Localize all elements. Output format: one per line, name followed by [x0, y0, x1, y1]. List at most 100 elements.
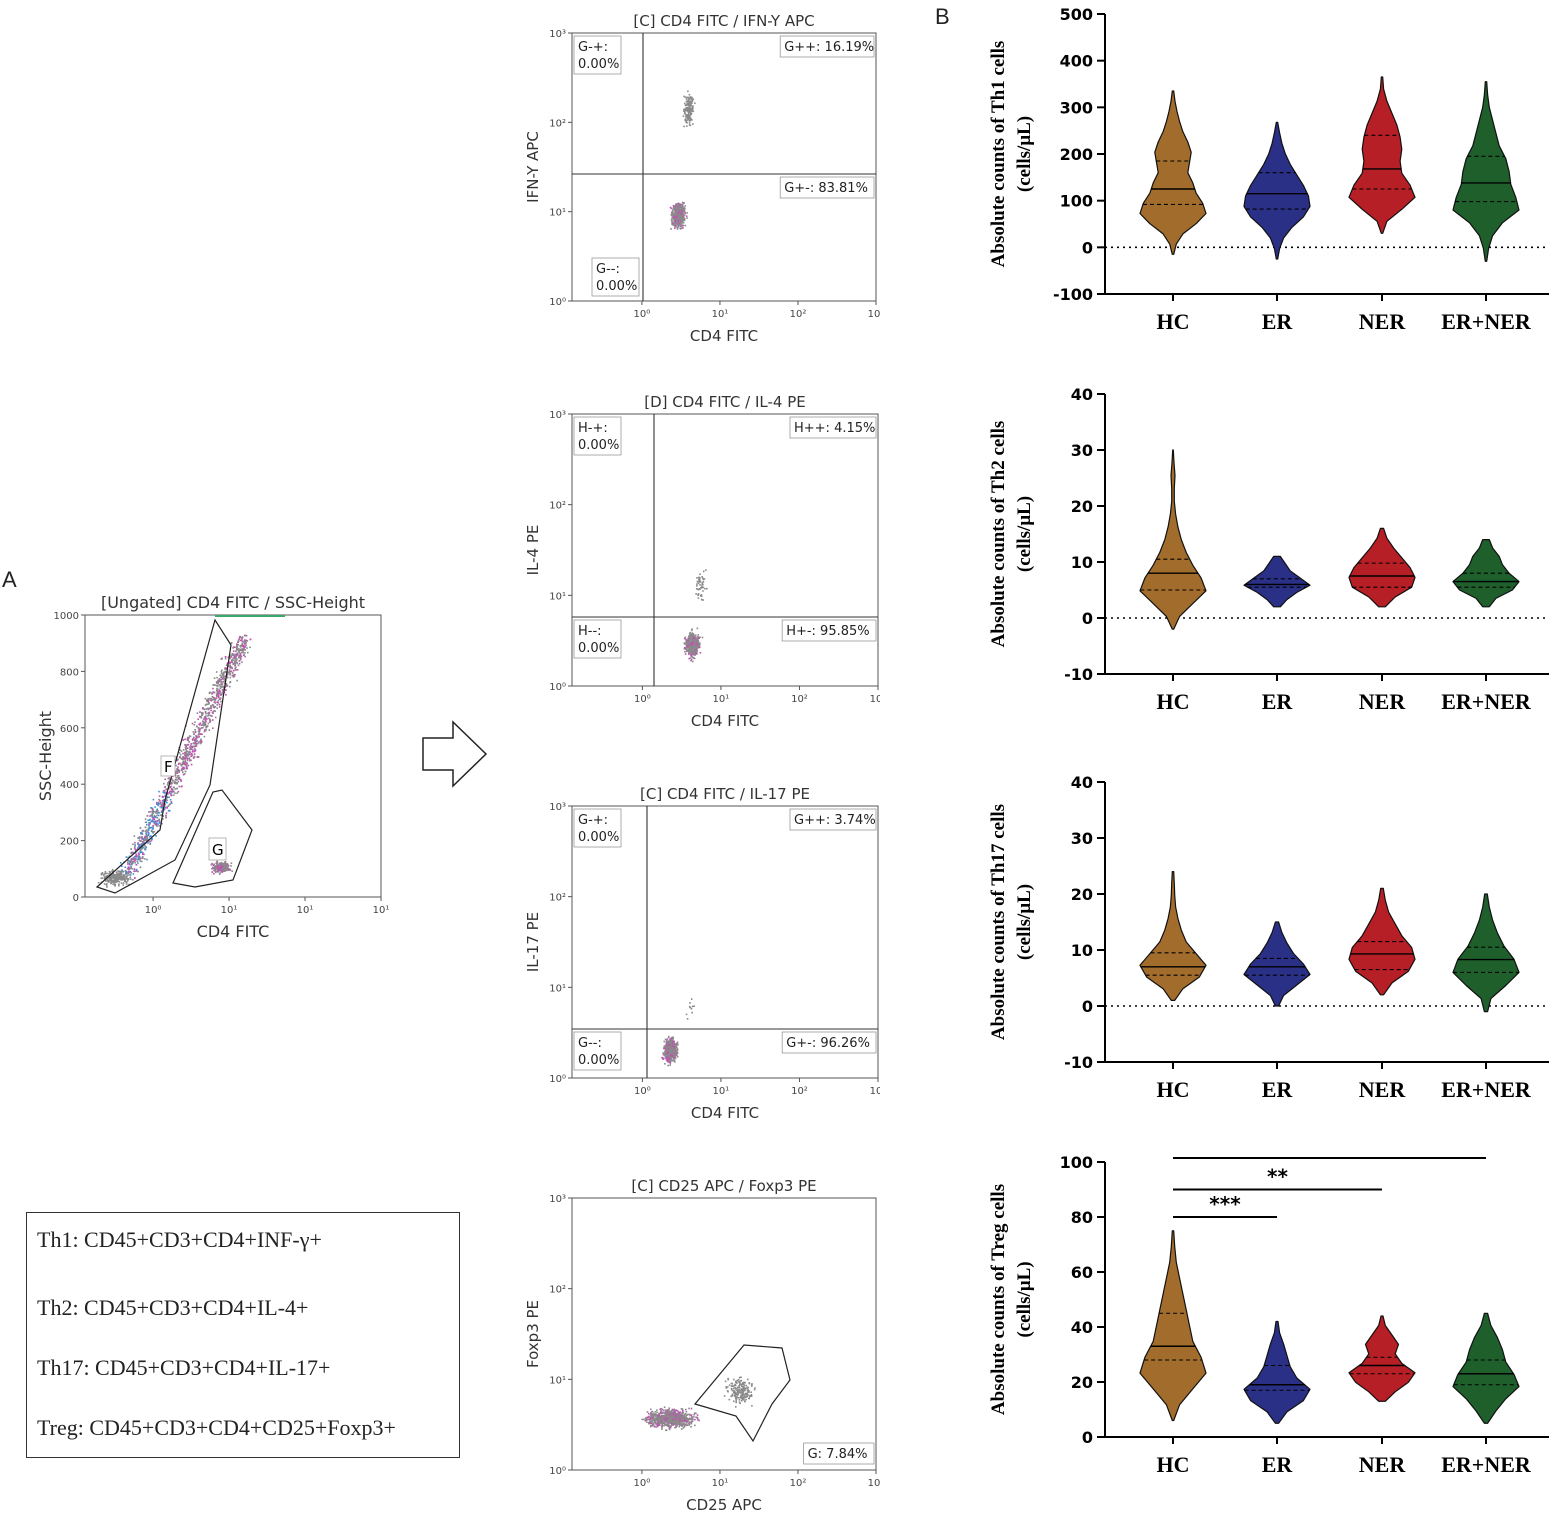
event-dot — [134, 855, 136, 858]
event-dot — [113, 879, 115, 881]
event-dot — [184, 738, 186, 741]
event-dot — [225, 862, 228, 865]
event-dot — [124, 870, 126, 873]
event-dot — [126, 874, 128, 877]
event-dot — [211, 862, 213, 865]
event-dot — [225, 667, 227, 670]
event-dot — [213, 701, 216, 703]
event-dot — [132, 862, 134, 864]
event-dot — [211, 699, 214, 701]
event-dot — [232, 659, 235, 661]
event-dot — [141, 856, 144, 858]
event-dot — [665, 1423, 667, 1425]
plot-frame — [571, 32, 877, 302]
event-dot — [147, 827, 150, 830]
x-tick-label: 10³ — [868, 309, 880, 320]
event-dot — [164, 800, 167, 803]
event-dot — [242, 644, 244, 647]
event-dot — [203, 708, 206, 710]
event-dot — [130, 858, 133, 860]
event-dot — [689, 1414, 691, 1417]
event-dot — [234, 646, 236, 648]
flow-plot-il4: [D] CD4 FITC / IL-4 PE10⁰10¹10²10³10⁰10¹… — [524, 393, 880, 730]
event-dot — [191, 746, 194, 749]
event-dot — [154, 823, 156, 826]
quadrant-label: G--: — [578, 1036, 602, 1051]
event-dot — [678, 1420, 680, 1422]
event-dot — [231, 652, 233, 655]
event-dot — [135, 849, 137, 851]
event-dot — [157, 814, 160, 817]
event-dot — [676, 1042, 679, 1045]
event-dot — [163, 808, 166, 811]
event-dot — [151, 814, 153, 817]
event-dot — [249, 638, 252, 641]
event-dot — [214, 869, 217, 871]
event-dot — [182, 749, 185, 751]
event-dot — [214, 710, 216, 712]
event-dot — [689, 114, 691, 116]
event-dot — [149, 821, 152, 823]
event-dot — [673, 1058, 675, 1060]
event-dot — [141, 847, 143, 849]
event-dot — [210, 863, 213, 866]
event-dot — [187, 764, 190, 767]
event-dot — [674, 219, 677, 221]
y-tick-label: 10¹ — [549, 591, 566, 602]
event-dot — [140, 832, 142, 834]
event-dot — [131, 863, 133, 866]
y-tick-label: 10² — [549, 118, 566, 129]
event-dot — [152, 809, 154, 812]
event-dot — [185, 750, 188, 752]
event-dot — [190, 759, 192, 762]
quadrant-box — [573, 808, 622, 848]
event-dot — [674, 1426, 676, 1429]
event-dot — [196, 712, 199, 714]
event-dot — [667, 1409, 669, 1411]
event-dot — [684, 119, 687, 122]
event-dot — [144, 845, 146, 847]
event-dot — [249, 646, 251, 649]
event-dot — [661, 1424, 664, 1426]
event-dot — [139, 827, 142, 829]
event-dot — [203, 730, 206, 733]
event-dot — [686, 639, 689, 642]
event-dot — [184, 744, 187, 747]
event-dot — [197, 734, 200, 736]
event-dot — [167, 796, 170, 799]
event-dot — [121, 879, 123, 881]
event-dot — [152, 810, 155, 813]
event-dot — [246, 647, 248, 649]
event-dot — [203, 716, 206, 718]
event-dot — [669, 1045, 671, 1047]
event-dot — [162, 790, 165, 792]
event-dot — [669, 1046, 671, 1048]
event-dot — [681, 214, 683, 217]
event-dot — [648, 1415, 650, 1418]
event-dot — [681, 1428, 683, 1430]
event-dot — [684, 205, 686, 207]
event-dot — [690, 1425, 692, 1428]
event-dot — [221, 870, 224, 873]
event-dot — [142, 841, 144, 843]
event-dot — [197, 727, 200, 730]
event-dot — [241, 648, 244, 650]
event-dot — [130, 859, 132, 862]
event-dot — [111, 875, 113, 878]
event-dot — [681, 220, 684, 222]
event-dot — [228, 869, 230, 871]
event-dot — [671, 223, 673, 225]
event-dot — [114, 876, 116, 878]
event-dot — [682, 214, 684, 216]
event-dot — [120, 870, 122, 873]
event-dot — [694, 650, 697, 652]
event-dot — [233, 656, 236, 659]
event-dot — [134, 877, 136, 879]
event-dot — [693, 646, 695, 649]
event-dot — [684, 118, 687, 120]
event-dot — [685, 645, 688, 648]
event-dot — [237, 641, 239, 643]
quadrant-label: G+-: 96.26% — [786, 1036, 870, 1051]
event-dot — [682, 208, 684, 210]
event-dot — [694, 642, 696, 645]
